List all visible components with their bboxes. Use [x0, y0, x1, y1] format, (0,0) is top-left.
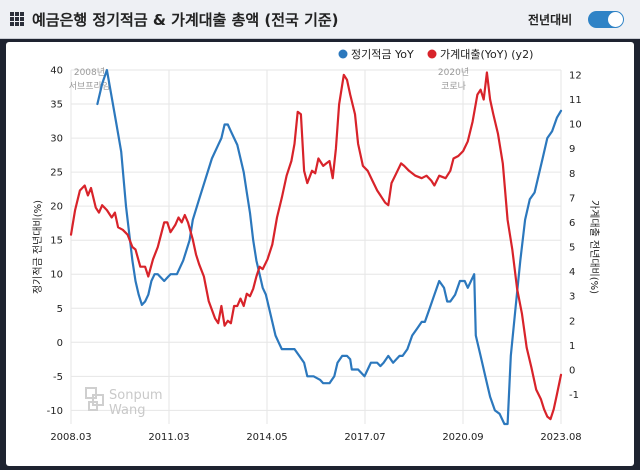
grid-menu-icon[interactable]	[10, 12, 24, 26]
x-tick-label: 2011.03	[148, 432, 189, 443]
series-line-household-loans	[69, 71, 563, 421]
x-tick-label: 2020.09	[442, 432, 483, 443]
x-tick-label: 2023.08	[540, 432, 581, 443]
legend-marker	[338, 49, 348, 59]
y-left-tick-label: 5	[57, 304, 63, 315]
legend: 정기적금 YoY 가계대출(YoY) (y2)	[338, 48, 533, 61]
y-right-tick-label: 12	[569, 70, 582, 81]
y-left-tick-label: 35	[50, 100, 63, 111]
y-right-tick-label: 6	[569, 218, 575, 229]
y-right-tick-label: 11	[569, 95, 582, 106]
x-tick-label: 2014.05	[246, 432, 287, 443]
axes: -10-50510152025303540-101234567891011122…	[32, 66, 600, 444]
legend-label: 가계대출(YoY) (y2)	[440, 48, 533, 61]
y-left-tick-label: 20	[50, 202, 63, 213]
y-left-tick-label: -10	[47, 406, 63, 417]
y-left-tick-label: 0	[57, 338, 63, 349]
y-right-tick-label: -1	[569, 390, 579, 401]
y-left-tick-label: 30	[50, 134, 63, 145]
watermark-line2: Wang	[109, 403, 145, 418]
y-right-axis-title: 가계대출 전년대비(%)	[588, 200, 600, 294]
y-right-tick-label: 10	[569, 120, 582, 131]
legend-label: 정기적금 YoY	[351, 48, 414, 61]
y-left-tick-label: 25	[50, 168, 63, 179]
y-right-tick-label: 3	[569, 292, 575, 303]
watermark-logo-icon	[85, 387, 104, 411]
yoy-toggle[interactable]	[588, 11, 624, 28]
y-right-tick-label: 2	[569, 316, 575, 327]
y-left-tick-label: -5	[53, 372, 63, 383]
watermark-line1: Sonpum	[109, 388, 163, 403]
y-left-tick-label: 10	[50, 270, 63, 281]
x-tick-label: 2017.07	[344, 432, 385, 443]
yoy-toggle-label: 전년대비	[528, 13, 573, 27]
x-tick-label: 2008.03	[50, 432, 91, 443]
annotation-label: 2020년	[438, 67, 469, 78]
y-right-tick-label: 5	[569, 243, 575, 254]
y-right-tick-label: 0	[569, 365, 575, 376]
y-left-axis-title: 정기적금 전년대비(%)	[32, 200, 44, 294]
y-right-tick-label: 9	[569, 144, 575, 155]
annotation-label: 코로나	[441, 81, 466, 92]
y-right-tick-label: 8	[569, 169, 575, 180]
y-left-tick-label: 40	[50, 66, 63, 77]
y-right-tick-label: 7	[569, 193, 575, 204]
series-layer	[69, 68, 563, 426]
y-left-tick-label: 15	[50, 236, 63, 247]
chart-card: 2008년 서브프라임 2020년 코로나 Sonpum Wang -10 -5 0 5 10…	[6, 42, 634, 466]
gridlines	[70, 69, 562, 424]
y-right-tick-label: 4	[569, 267, 575, 278]
legend-marker	[427, 49, 437, 59]
series-line-savings	[96, 68, 563, 426]
app-header: 예금은행 정기적금 & 가계대출 총액 (전국 기준) 전년대비	[0, 0, 640, 39]
annotation-label: 서브프라임	[69, 80, 110, 92]
toggle-knob	[608, 12, 623, 27]
y-right-tick-label: 1	[569, 341, 575, 352]
page-title: 예금은행 정기적금 & 가계대출 총액 (전국 기준)	[32, 11, 339, 29]
annotation-label: 2008년	[74, 67, 105, 78]
watermark: Sonpum Wang	[85, 387, 163, 418]
